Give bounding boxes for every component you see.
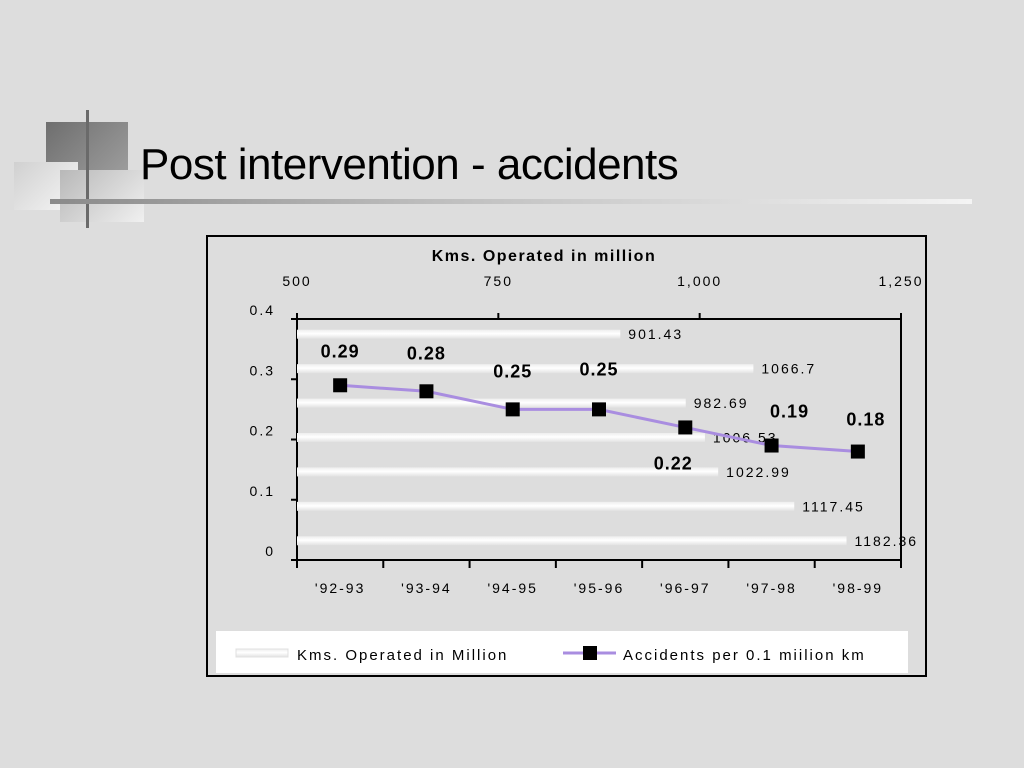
accidents-value-label: 0.25 — [579, 359, 618, 379]
accidents-value-label: 0.29 — [321, 341, 360, 361]
title-rule — [50, 199, 972, 204]
accidents-marker — [333, 378, 348, 393]
kms-bar-value-label: 901.43 — [628, 326, 683, 342]
left-axis-tick-label: 0.1 — [250, 483, 275, 499]
kms-bar — [297, 501, 795, 511]
left-axis-tick-label: 0.2 — [250, 423, 275, 439]
top-axis-tick-label: 1,000 — [677, 273, 722, 289]
decor-square-mid — [60, 170, 144, 222]
x-axis-category-label: '98-99 — [833, 580, 883, 596]
top-axis-title: Kms. Operated in million — [432, 248, 656, 265]
kms-bar — [297, 364, 754, 374]
x-axis-category-label: '93-94 — [401, 580, 451, 596]
left-axis-tick-label: 0.3 — [250, 362, 275, 378]
kms-bar-value-label: 1182.36 — [855, 533, 919, 549]
legend-accidents-label: Accidents per 0.1 miilion km — [623, 647, 866, 664]
left-axis-tick-label: 0.4 — [250, 302, 275, 318]
chart: Kms. Operated in million 500 750 1,000 1,250… — [216, 248, 923, 673]
accidents-value-label: 0.28 — [407, 343, 446, 363]
x-axis-category-label: '96-97 — [660, 580, 710, 596]
x-axis-category-label: '97-98 — [746, 580, 796, 596]
x-axis-category-label: '95-96 — [574, 580, 624, 596]
kms-bar-value-label: 1022.99 — [726, 464, 791, 480]
top-axis-tick-label: 1,250 — [878, 273, 923, 289]
accidents-marker — [764, 438, 779, 453]
kms-bar — [297, 467, 719, 477]
top-axis-tick-label: 750 — [484, 273, 513, 289]
kms-bar — [297, 536, 847, 546]
kms-bar-value-label: 1066.7 — [761, 361, 816, 377]
chart-frame: Kms. Operated in million 500 750 1,000 1,250… — [206, 235, 927, 677]
kms-bar-value-label: 982.69 — [694, 395, 749, 411]
left-axis-tick-label: 0 — [265, 543, 275, 559]
accidents-marker — [678, 420, 693, 435]
kms-bar — [297, 433, 705, 442]
accidents-value-label: 0.19 — [770, 402, 809, 422]
slide-title: Post intervention - accidents — [140, 140, 679, 189]
accidents-marker — [505, 402, 520, 417]
accidents-value-label: 0.22 — [654, 453, 693, 473]
top-axis-tick-label: 500 — [282, 273, 311, 289]
decor-vertical-line — [86, 110, 89, 228]
accidents-marker — [419, 384, 434, 399]
x-axis-category-label: '94-95 — [487, 580, 537, 596]
legend-accidents-marker — [583, 646, 597, 660]
x-axis-category-label: '92-93 — [315, 580, 365, 596]
accidents-value-label: 0.25 — [493, 361, 532, 381]
legend-kms-label: Kms. Operated in Million — [297, 647, 508, 664]
legend-kms-swatch — [235, 648, 289, 658]
kms-bar — [297, 398, 686, 408]
kms-bar-value-label: 1117.45 — [802, 498, 865, 514]
accidents-marker — [592, 402, 606, 417]
legend-box — [216, 631, 908, 673]
kms-bar-value-label: 1006.53 — [713, 430, 778, 446]
accidents-marker — [850, 444, 865, 459]
accidents-value-label: 0.18 — [846, 410, 885, 430]
kms-bar — [297, 329, 621, 339]
